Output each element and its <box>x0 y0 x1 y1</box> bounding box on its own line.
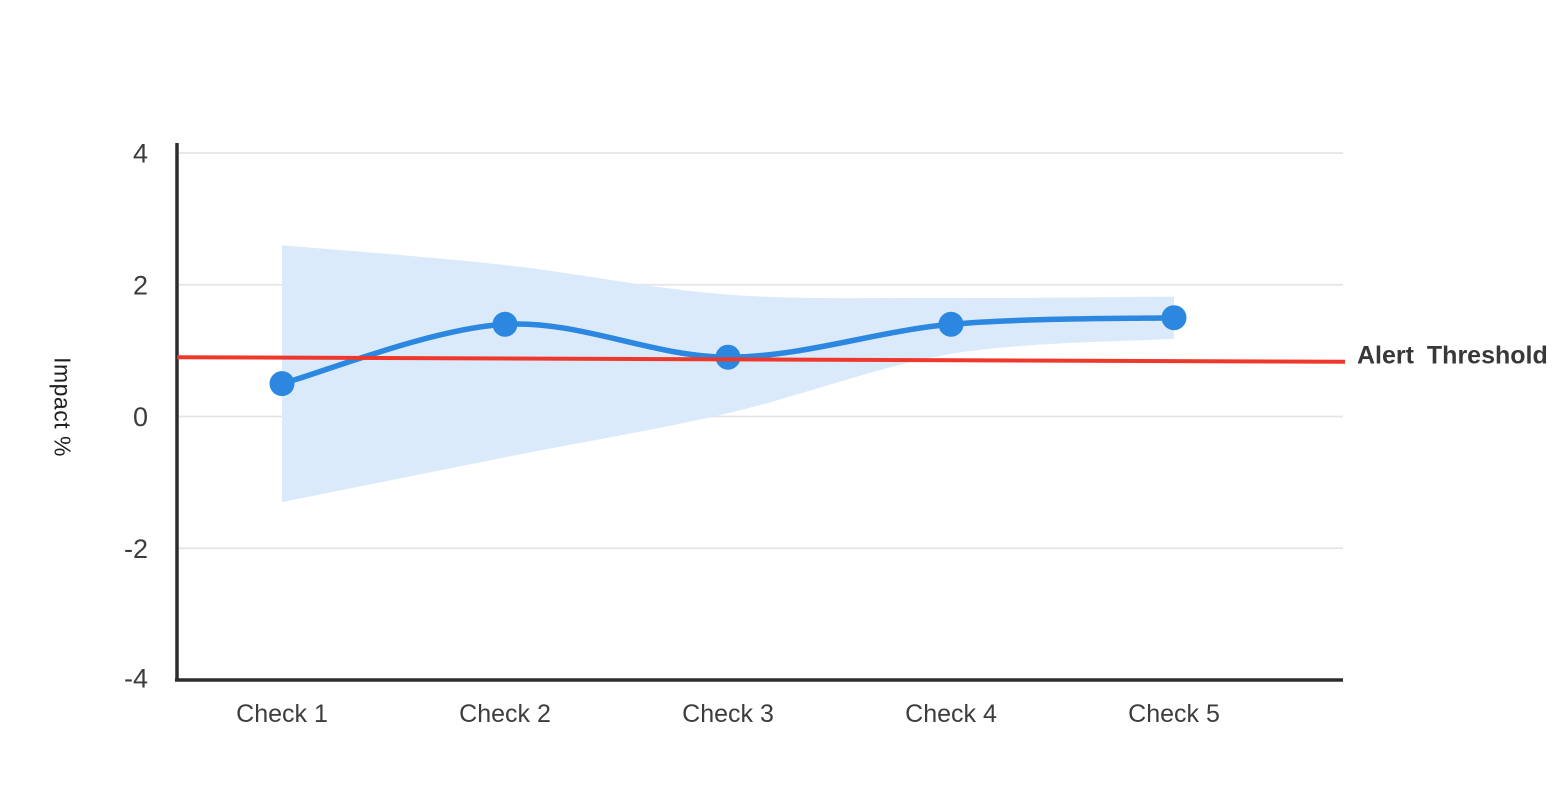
data-point-check-5[interactable] <box>1161 305 1187 331</box>
y-tick-label-2: 2 <box>133 270 148 300</box>
y-tick-label--2: -2 <box>124 534 148 564</box>
data-point-check-4[interactable] <box>938 311 964 337</box>
x-category-label-1: Check 1 <box>236 700 328 728</box>
alert-threshold-line <box>176 355 1346 364</box>
y-axis-title: Impact % <box>49 357 76 457</box>
x-category-label-3: Check 3 <box>682 700 774 728</box>
data-point-check-2[interactable] <box>492 311 518 337</box>
y-tick-label-4: 4 <box>133 139 148 169</box>
x-category-label-2: Check 2 <box>459 700 551 728</box>
confidence-band <box>282 245 1174 503</box>
x-category-label-4: Check 4 <box>905 700 997 728</box>
data-point-check-1[interactable] <box>269 371 295 397</box>
y-tick-label-0: 0 <box>133 402 148 432</box>
threshold-label: Alert Threshold <box>1357 341 1548 370</box>
x-category-label-5: Check 5 <box>1128 700 1220 728</box>
y-tick-label--4: -4 <box>124 664 148 694</box>
data-point-check-3[interactable] <box>715 344 741 370</box>
